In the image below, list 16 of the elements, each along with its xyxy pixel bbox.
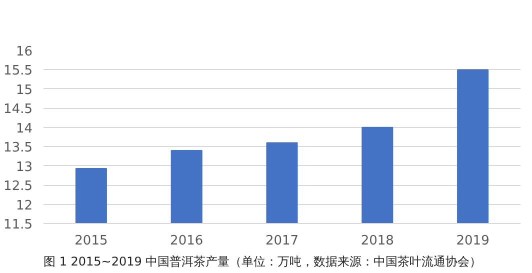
y-tick-label: 12.5	[4, 179, 33, 194]
y-tick-label: 15	[16, 82, 33, 98]
x-tick-label: 2017	[265, 234, 299, 248]
x-tick-label: 2016	[170, 234, 204, 248]
x-tick-label: 2019	[456, 234, 490, 248]
y-tick-label: 11.5	[4, 218, 33, 232]
y-tick-label: 13	[16, 160, 33, 175]
y-tick-label: 16	[16, 44, 33, 60]
y-tick-label: 14	[16, 121, 33, 136]
x-tick-label: 2018	[360, 234, 394, 248]
text: 图 1 2015~2019 中国普洱茶产量（单位：万吨，数据来源：中国茶叶流通协会）	[44, 254, 482, 268]
y-tick-label: 15.5	[4, 64, 33, 79]
x-tick-label: 2015	[74, 234, 108, 248]
y-tick-label: 13.5	[4, 140, 33, 156]
y-tick-label: 12	[16, 198, 33, 214]
y-tick-label: 14.5	[4, 102, 33, 118]
